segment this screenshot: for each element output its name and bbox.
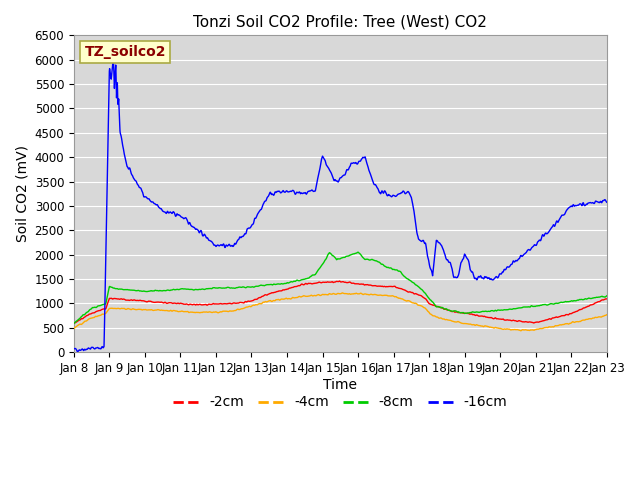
- Y-axis label: Soil CO2 (mV): Soil CO2 (mV): [15, 145, 29, 242]
- Title: Tonzi Soil CO2 Profile: Tree (West) CO2: Tonzi Soil CO2 Profile: Tree (West) CO2: [193, 15, 487, 30]
- X-axis label: Time: Time: [323, 378, 357, 392]
- Legend: -2cm, -4cm, -8cm, -16cm: -2cm, -4cm, -8cm, -16cm: [168, 390, 513, 415]
- Text: TZ_soilco2: TZ_soilco2: [84, 45, 166, 59]
